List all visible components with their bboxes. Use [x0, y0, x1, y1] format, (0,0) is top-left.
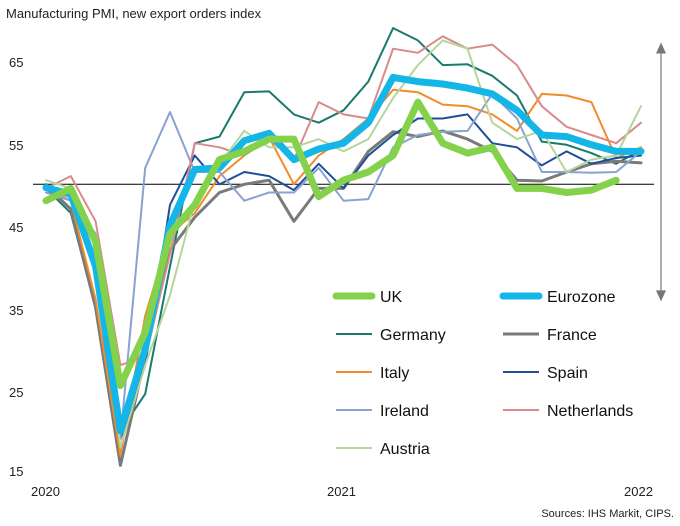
series-line-germany	[45, 27, 642, 432]
legend-item-netherlands: Netherlands	[503, 403, 633, 420]
arrow-head-up-icon	[656, 42, 666, 54]
y-tick-label: 65	[9, 55, 23, 70]
series-line-uk	[42, 98, 620, 390]
x-tick-label: 2022	[624, 484, 653, 499]
legend-label-germany: Germany	[380, 327, 446, 344]
y-tick-label: 35	[9, 303, 23, 318]
double-arrow-annotation	[656, 42, 666, 302]
y-tick-label: 25	[9, 385, 23, 400]
chart-title: Manufacturing PMI, new export orders ind…	[6, 6, 262, 21]
y-tick-label: 55	[9, 138, 23, 153]
series-layer	[42, 27, 645, 467]
y-axis-ticks: 65 55 45 35 25 15	[9, 55, 23, 479]
series-line-ireland	[45, 92, 642, 441]
legend-item-spain: Spain	[503, 365, 588, 382]
x-axis-ticks: 2020 2021 2022	[31, 484, 653, 499]
series-line-eurozone	[42, 73, 645, 435]
x-tick-label: 2020	[31, 484, 60, 499]
legend-label-uk: UK	[380, 289, 403, 306]
legend-item-uk: UK	[332, 289, 403, 306]
legend-label-austria: Austria	[380, 441, 430, 458]
legend-item-germany: Germany	[336, 327, 446, 344]
legend-item-france: France	[503, 327, 597, 344]
legend: UK Eurozone Germany France Italy Spain I…	[332, 289, 633, 458]
legend-label-spain: Spain	[547, 365, 588, 382]
x-tick-label: 2021	[327, 484, 356, 499]
legend-label-france: France	[547, 327, 597, 344]
legend-label-eurozone: Eurozone	[547, 289, 616, 306]
legend-item-austria: Austria	[336, 441, 430, 458]
arrow-head-down-icon	[656, 290, 666, 302]
legend-label-ireland: Ireland	[380, 403, 429, 420]
legend-item-ireland: Ireland	[336, 403, 429, 420]
legend-item-eurozone: Eurozone	[499, 289, 616, 306]
y-tick-label: 15	[9, 464, 23, 479]
y-tick-label: 45	[9, 220, 23, 235]
legend-label-netherlands: Netherlands	[547, 403, 633, 420]
source-note: Sources: IHS Markit, CIPS.	[541, 508, 674, 520]
legend-item-italy: Italy	[336, 365, 409, 382]
legend-label-italy: Italy	[380, 365, 409, 382]
